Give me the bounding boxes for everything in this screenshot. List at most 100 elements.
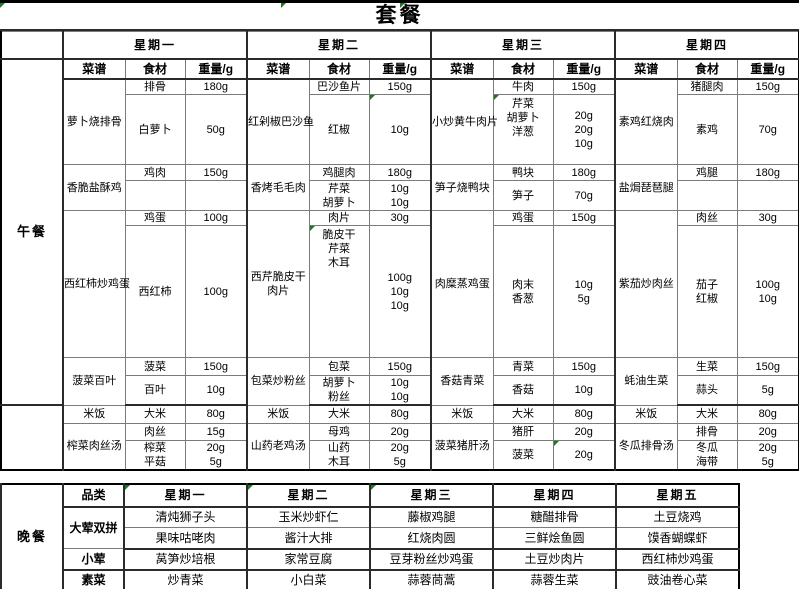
ingredient-cell[interactable]: 大米 xyxy=(492,404,554,424)
weight-cell[interactable]: 150g xyxy=(552,210,616,226)
weight-cell[interactable]: 20g 20g 10g xyxy=(552,94,616,165)
recipe-header-cell[interactable]: 菜谱 xyxy=(430,58,494,80)
recipe-cell[interactable]: 蚝油生菜 xyxy=(614,357,678,406)
weight-cell[interactable]: 80g xyxy=(184,404,248,424)
weight-cell[interactable]: 150g xyxy=(184,164,248,181)
recipe-cell[interactable]: 菠菜百叶 xyxy=(62,357,126,406)
page-title[interactable]: 套餐 xyxy=(0,0,799,31)
ingredient-cell[interactable]: 母鸡 xyxy=(308,422,370,441)
rice-cell[interactable]: 米饭 xyxy=(614,404,678,424)
weight-cell[interactable]: 180g xyxy=(184,78,248,95)
recipe-cell[interactable]: 红剁椒巴沙鱼 xyxy=(246,78,314,165)
ingredient-cell[interactable]: 芹菜 胡萝卜 xyxy=(308,180,370,211)
ingredient-cell[interactable]: 鸡肉 xyxy=(124,164,186,181)
ingredient-cell[interactable]: 青菜 xyxy=(492,357,554,376)
weight-header-cell[interactable]: 重量/g xyxy=(184,58,248,80)
recipe-cell[interactable]: 香脆盐酥鸡 xyxy=(62,164,126,211)
ingredient-cell[interactable]: 排骨 xyxy=(676,422,738,441)
weight-cell[interactable]: 30g xyxy=(368,210,432,226)
rice-cell[interactable]: 米饭 xyxy=(62,404,126,424)
day-header-cell[interactable]: 星期三 xyxy=(369,483,494,508)
ingredient-cell[interactable]: 大米 xyxy=(124,404,186,424)
dish-cell[interactable]: 红烧肉圆 xyxy=(369,527,494,550)
dish-cell[interactable]: 炒青菜 xyxy=(123,569,248,589)
day-header-cell[interactable]: 星期四 xyxy=(492,483,617,508)
day-header-cell[interactable]: 星期一 xyxy=(123,483,248,508)
ingredient-header-cell[interactable]: 食材 xyxy=(124,58,186,80)
dish-cell[interactable]: 三鲜烩鱼圆 xyxy=(492,527,617,550)
dish-cell[interactable]: 蒜蓉生菜 xyxy=(492,569,617,589)
weight-cell[interactable]: 150g xyxy=(368,357,432,376)
day-header-cell[interactable]: 星期四 xyxy=(614,31,799,60)
weight-cell[interactable]: 30g xyxy=(736,210,799,226)
ingredient-cell[interactable]: 菠菜 xyxy=(492,439,554,470)
soup-cell[interactable]: 山药老鸡汤 xyxy=(246,422,310,470)
weight-cell[interactable]: 150g xyxy=(184,357,248,376)
weight-cell[interactable]: 70g xyxy=(552,180,616,211)
category-cell[interactable]: 素菜 xyxy=(62,569,125,589)
ingredient-cell[interactable]: 百叶 xyxy=(124,375,186,406)
weight-cell[interactable]: 20g xyxy=(552,439,616,470)
ingredient-cell[interactable]: 脆皮干 芹菜 木耳 xyxy=(308,225,370,358)
ingredient-cell[interactable]: 鸡腿肉 xyxy=(308,164,370,181)
weight-cell[interactable]: 150g xyxy=(552,357,616,376)
weight-cell[interactable]: 20g 5g xyxy=(184,439,248,470)
ingredient-cell[interactable]: 肉片 xyxy=(308,210,370,226)
weight-cell[interactable]: 150g xyxy=(736,357,799,376)
ingredient-cell[interactable]: 胡萝卜 粉丝 xyxy=(308,375,370,406)
recipe-header-cell[interactable]: 菜谱 xyxy=(614,58,678,80)
soup-cell[interactable]: 冬瓜排骨汤 xyxy=(614,422,678,470)
recipe-cell[interactable]: 紫茄炒肉丝 xyxy=(614,210,678,358)
recipe-cell[interactable]: 包菜炒粉丝 xyxy=(246,357,310,406)
weight-cell[interactable]: 10g 10g xyxy=(368,180,432,211)
recipe-cell[interactable]: 西红柿炒鸡蛋 xyxy=(62,210,130,358)
day-header-cell[interactable]: 星期三 xyxy=(430,31,616,60)
weight-cell[interactable]: 100g xyxy=(184,210,248,226)
weight-header-cell[interactable]: 重量/g xyxy=(736,58,799,80)
ingredient-cell[interactable]: 笋子 xyxy=(492,180,554,211)
weight-cell[interactable]: 180g xyxy=(736,164,799,181)
dish-cell[interactable]: 莴笋炒培根 xyxy=(123,548,248,571)
ingredient-cell[interactable]: 西红柿 xyxy=(124,225,186,358)
ingredient-cell[interactable]: 巴沙鱼片 xyxy=(308,78,370,95)
dish-cell[interactable]: 果味咕咾肉 xyxy=(123,527,248,550)
rice-cell[interactable]: 米饭 xyxy=(246,404,310,424)
weight-cell[interactable]: 10g xyxy=(552,375,616,406)
weight-cell[interactable]: 10g xyxy=(184,375,248,406)
dish-cell[interactable]: 玉米炒虾仁 xyxy=(246,506,371,528)
ingredient-cell[interactable]: 冬瓜 海带 xyxy=(676,439,738,470)
ingredient-cell[interactable]: 肉丝 xyxy=(676,210,738,226)
ingredient-cell[interactable]: 茄子 红椒 xyxy=(676,225,738,358)
ingredient-cell[interactable]: 鸡腿 xyxy=(676,164,738,181)
weight-cell[interactable]: 80g xyxy=(368,404,432,424)
ingredient-cell[interactable]: 菠菜 xyxy=(124,357,186,376)
recipe-cell[interactable]: 素鸡红烧肉 xyxy=(614,78,678,165)
weight-cell[interactable]: 5g xyxy=(736,375,799,406)
recipe-cell[interactable]: 香菇青菜 xyxy=(430,357,494,406)
ingredient-cell[interactable]: 大米 xyxy=(676,404,738,424)
weight-cell[interactable]: 50g xyxy=(184,94,248,165)
category-cell[interactable]: 大荤双拼 xyxy=(62,506,125,549)
weight-cell[interactable]: 180g xyxy=(368,164,432,181)
weight-cell[interactable]: 150g xyxy=(368,78,432,95)
category-header-cell[interactable]: 品类 xyxy=(62,483,125,508)
weight-cell[interactable]: 20g xyxy=(736,422,799,441)
weight-cell[interactable] xyxy=(184,180,248,211)
weight-header-cell[interactable]: 重量/g xyxy=(368,58,432,80)
recipe-cell[interactable]: 香烤毛毛肉 xyxy=(246,164,310,211)
ingredient-cell[interactable]: 山药 木耳 xyxy=(308,439,370,470)
dish-cell[interactable]: 糖醋排骨 xyxy=(492,506,617,528)
weight-cell[interactable]: 100g 10g 10g xyxy=(368,225,432,358)
dish-cell[interactable]: 土豆炒肉片 xyxy=(492,548,617,571)
weight-cell[interactable]: 180g xyxy=(552,164,616,181)
ingredient-cell[interactable]: 鸭块 xyxy=(492,164,554,181)
category-cell[interactable]: 小荤 xyxy=(62,548,125,571)
weight-cell[interactable]: 20g xyxy=(552,422,616,441)
ingredient-cell[interactable]: 红椒 xyxy=(308,94,370,165)
ingredient-cell[interactable]: 鸡蛋 xyxy=(124,210,186,226)
ingredient-cell[interactable]: 包菜 xyxy=(308,357,370,376)
ingredient-cell[interactable]: 大米 xyxy=(308,404,370,424)
weight-cell[interactable]: 15g xyxy=(184,422,248,441)
weight-cell[interactable]: 20g xyxy=(368,422,432,441)
dish-cell[interactable]: 馍香蝴蝶虾 xyxy=(615,527,740,550)
